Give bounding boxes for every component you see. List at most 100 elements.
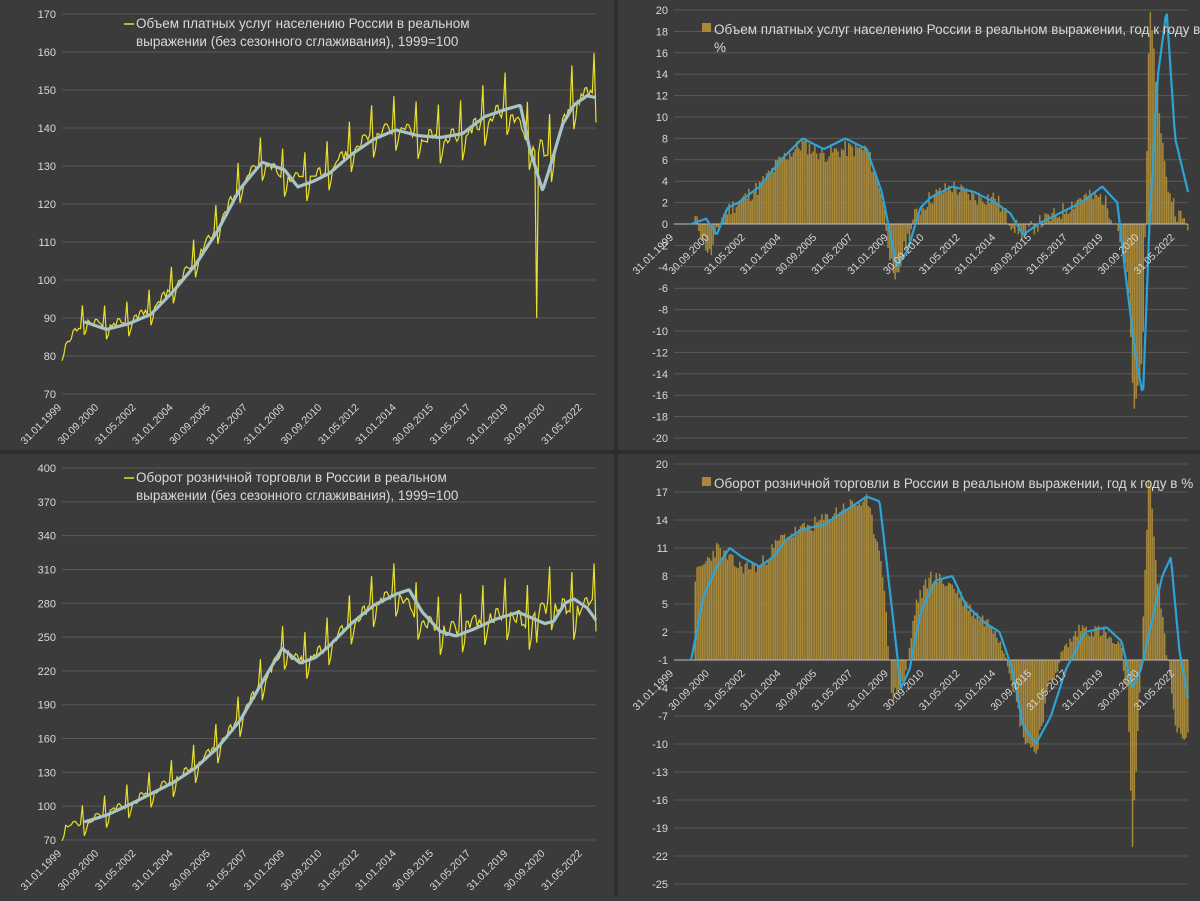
yoy-bar (1059, 216, 1061, 224)
y-tick-label: -6 (658, 283, 668, 295)
yoy-bar (871, 515, 873, 660)
yoy-bar (1007, 660, 1009, 666)
yoy-bar (712, 551, 714, 660)
yoy-bar (936, 573, 938, 660)
yoy-bar (777, 160, 779, 224)
yoy-bar (1096, 195, 1098, 224)
yoy-bar (855, 143, 857, 224)
yoy-bar (943, 193, 945, 224)
yoy-bar (873, 534, 875, 660)
yoy-bar (919, 590, 921, 660)
yoy-bar (848, 507, 850, 660)
yoy-bar (971, 192, 973, 224)
yoy-bar (759, 567, 761, 660)
x-tick-label: 31.05.2022 (539, 402, 585, 448)
yoy-bar (1162, 617, 1164, 660)
legend-text: Оборот розничной торговли в России в реа… (136, 470, 458, 503)
yoy-bar (985, 620, 987, 660)
yoy-bar (827, 514, 829, 660)
yoy-bar (1101, 635, 1103, 660)
yoy-bar (923, 585, 925, 660)
yoy-bar (1093, 637, 1095, 661)
y-tick-label: 150 (38, 85, 56, 97)
yoy-bar (766, 565, 768, 660)
yoy-bar (911, 224, 913, 229)
yoy-bar (755, 572, 757, 660)
yoy-bar (834, 149, 836, 224)
legend-text: Оборот розничной торговли в России в реа… (714, 476, 1193, 491)
yoy-bar (941, 580, 943, 660)
yoy-bar (716, 543, 718, 660)
yoy-bar (1069, 212, 1071, 224)
yoy-bar (980, 620, 982, 660)
yoy-bar (848, 143, 850, 224)
yoy-bar (771, 168, 773, 224)
yoy-bar (966, 602, 968, 661)
yoy-bar (909, 648, 911, 660)
yoy-bar (1153, 537, 1155, 661)
yoy-bar (778, 157, 780, 224)
y-tick-label: -25 (652, 879, 668, 891)
yoy-bar (1075, 631, 1077, 660)
yoy-bar (978, 193, 980, 224)
yoy-bar (1068, 214, 1070, 224)
yoy-bar (846, 156, 848, 224)
yoy-bar (730, 554, 732, 660)
yoy-bar (1180, 660, 1182, 734)
yoy-bar (1098, 197, 1100, 224)
yoy-bar (805, 529, 807, 660)
yoy-bar (1166, 655, 1168, 660)
yoy-bar (859, 503, 861, 660)
yoy-bar (1107, 208, 1109, 224)
yoy-bar (736, 567, 738, 660)
yoy-bar (946, 586, 948, 660)
yoy-bar (977, 204, 979, 224)
yoy-bar (830, 145, 832, 224)
yoy-bar (1025, 224, 1027, 232)
y-tick-label: -16 (652, 795, 668, 807)
yoy-bar (1180, 211, 1182, 224)
yoy-bar (803, 523, 805, 660)
yoy-bar (803, 141, 805, 224)
yoy-bar (925, 579, 927, 660)
y-tick-label: -8 (658, 305, 668, 317)
yoy-bar (930, 203, 932, 224)
yoy-bar (1103, 628, 1105, 660)
y-tick-label: 160 (38, 734, 56, 746)
yoy-bar (1176, 660, 1178, 732)
yoy-bar (1010, 224, 1012, 230)
yoy-bar (745, 564, 747, 660)
yoy-bar (1101, 205, 1103, 224)
y-tick-label: 90 (44, 313, 56, 325)
yoy-bar (1066, 644, 1068, 660)
yoy-bar (887, 646, 889, 660)
yoy-bar (907, 224, 909, 233)
yoy-bar (830, 521, 832, 660)
yoy-bar (882, 577, 884, 660)
y-tick-label: 100 (38, 275, 56, 287)
yoy-bar (771, 544, 773, 660)
yoy-bar (1100, 636, 1102, 660)
y-tick-label: 340 (38, 531, 56, 543)
yoy-bar (1184, 218, 1186, 224)
yoy-bar (871, 172, 873, 225)
yoy-bar (786, 160, 788, 224)
yoy-bar (814, 517, 816, 660)
yoy-bar (857, 147, 859, 224)
y-tick-label: 280 (38, 598, 56, 610)
yoy-bar (862, 502, 864, 660)
yoy-bar (737, 204, 739, 224)
yoy-bar (969, 605, 971, 660)
yoy-bar (1048, 660, 1050, 681)
yoy-bar (948, 186, 950, 224)
yoy-bar (1082, 201, 1084, 224)
yoy-bar (937, 191, 939, 224)
yoy-bar (982, 201, 984, 224)
yoy-bar (777, 541, 779, 660)
yoy-bar (1105, 196, 1107, 224)
yoy-bar (793, 537, 795, 660)
yoy-bar (807, 525, 809, 660)
yoy-bar (973, 614, 975, 660)
yoy-bar (928, 578, 930, 660)
